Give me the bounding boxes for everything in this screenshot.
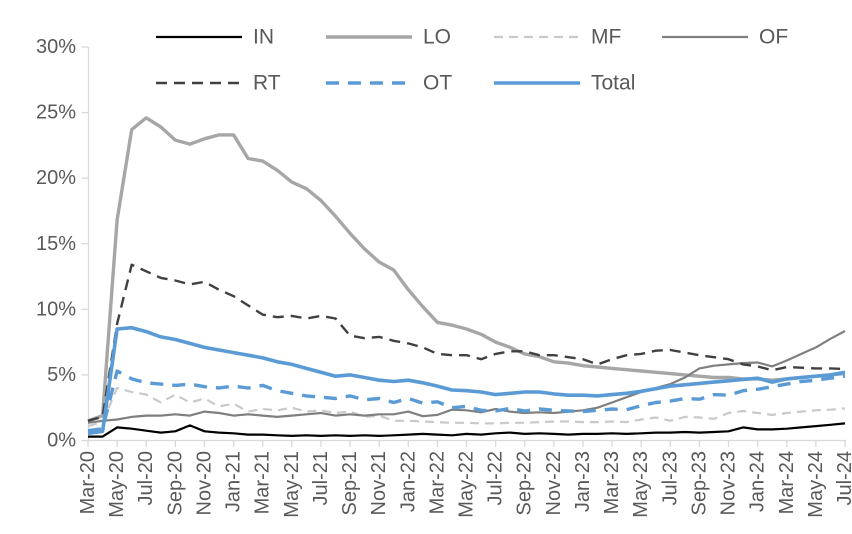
x-axis-labels: Mar-20 May-20 Jul-20 Sep-20 Nov-20 Jan-21 Mar-… [77, 451, 852, 518]
x-tick-label: May-22 [456, 451, 478, 518]
series-line-Total [87, 325, 846, 436]
legend-item-MF: MF [494, 26, 621, 49]
legend-item-LO: LO [326, 26, 451, 49]
series-line-RT [87, 263, 846, 422]
legend-label-MF: MF [591, 26, 621, 49]
x-tick-label: Sep-21 [339, 451, 361, 516]
series-line-OT [87, 369, 846, 433]
legend-item-Total: Total [494, 72, 635, 95]
x-tick-label: Sep-20 [164, 451, 186, 516]
x-tick-label: May-21 [281, 451, 303, 518]
y-tick-label: 20% [36, 167, 76, 189]
legend-label-OT: OT [423, 72, 452, 95]
legend-item-OT: OT [326, 72, 452, 95]
x-tick-label: May-20 [106, 451, 128, 518]
x-tick-label: Jul-22 [485, 451, 507, 505]
y-tick-label: 5% [47, 364, 76, 386]
x-tick-label: Sep-22 [514, 451, 536, 516]
x-tick-label: May-23 [630, 451, 652, 518]
x-tick-label: Jan-21 [223, 451, 245, 512]
x-tick-label: Mar-23 [601, 451, 623, 514]
series-line-IN [88, 422, 846, 438]
legend-label-IN: IN [253, 26, 274, 49]
x-tick-label: Jul-21 [310, 451, 332, 505]
y-axis-labels: 0% 5% 10% 15% 20% 25% 30% [36, 36, 76, 452]
legend-item-RT: RT [156, 72, 281, 95]
legend-item-IN: IN [156, 26, 274, 49]
x-tick-label: Jan-22 [397, 451, 419, 512]
axes [81, 46, 846, 447]
legend-label-Total: Total [591, 72, 635, 95]
y-tick-label: 10% [36, 298, 76, 320]
x-tick-label: Jul-20 [135, 451, 157, 505]
series-line-OF [87, 330, 846, 424]
x-tick-label: Nov-20 [193, 451, 215, 515]
x-tick-label: Nov-21 [368, 451, 390, 515]
y-tick-label: 25% [36, 102, 76, 124]
x-tick-label: Mar-21 [252, 451, 274, 514]
legend-label-RT: RT [253, 72, 281, 95]
series-lines [87, 116, 846, 438]
x-tick-label: Mar-20 [77, 451, 99, 514]
x-tick-label: Jul-23 [659, 451, 681, 505]
y-tick-label: 30% [36, 36, 76, 58]
x-tick-label: Jul-24 [834, 451, 852, 505]
legend-label-OF: OF [759, 26, 788, 49]
x-tick-label: Nov-22 [543, 451, 565, 515]
legend-label-LO: LO [423, 26, 451, 49]
x-tick-label: Sep-23 [688, 451, 710, 516]
x-tick-label: Jan-23 [572, 451, 594, 512]
y-tick-label: 0% [47, 430, 76, 452]
legend-item-OF: OF [662, 26, 788, 49]
x-tick-label: May-24 [805, 451, 827, 518]
x-tick-label: Mar-24 [776, 451, 798, 514]
x-tick-label: Nov-23 [718, 451, 740, 515]
series-line-MF [87, 386, 846, 428]
legend: IN LO MF OF RT OT Total [156, 26, 788, 95]
series-line-LO [87, 116, 846, 423]
x-tick-label: Jan-24 [747, 451, 769, 512]
y-tick-label: 15% [36, 233, 76, 255]
x-tick-label: Mar-22 [426, 451, 448, 514]
